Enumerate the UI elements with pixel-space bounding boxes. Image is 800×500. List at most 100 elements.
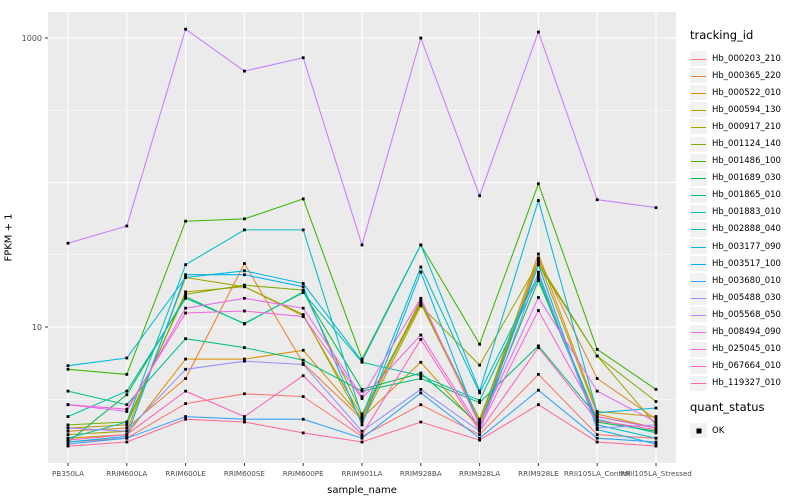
legend-entry-Hb_003177_090: Hb_003177_090 <box>690 238 800 255</box>
data-point <box>301 348 305 352</box>
data-point <box>66 415 70 418</box>
data-point <box>125 389 129 393</box>
legend-key-line <box>690 239 707 255</box>
x-tick-label: RRIM600LE <box>165 469 206 478</box>
data-point <box>125 393 129 397</box>
x-tick-label: RRII105LA_Control <box>564 469 631 478</box>
data-point <box>243 392 246 396</box>
data-point <box>360 387 364 391</box>
legend-key-point <box>690 423 707 439</box>
legend-entry-Hb_003517_100: Hb_003517_100 <box>690 255 800 272</box>
data-point <box>301 285 305 289</box>
data-point <box>537 279 540 282</box>
data-point <box>184 417 187 421</box>
legend-key-line <box>690 68 707 84</box>
data-point <box>301 374 305 378</box>
legend-key-line <box>690 119 707 135</box>
legend-entry-Hb_001486_100: Hb_001486_100 <box>690 153 800 170</box>
data-point <box>419 265 423 269</box>
data-point <box>243 283 246 287</box>
data-point <box>537 372 540 376</box>
data-point <box>537 344 540 348</box>
data-point <box>184 295 187 299</box>
data-point <box>243 346 246 350</box>
data-point <box>301 306 305 310</box>
data-point <box>478 391 481 395</box>
legend-key-line <box>690 341 707 357</box>
data-point <box>360 389 364 393</box>
data-point <box>419 387 423 391</box>
data-point <box>360 397 364 400</box>
data-point <box>478 401 481 404</box>
data-point <box>66 367 70 371</box>
data-point <box>654 428 658 431</box>
legend-label: Hb_003517_100 <box>712 258 781 269</box>
legend-key-line <box>690 85 707 101</box>
data-point <box>537 273 540 277</box>
legend-entry-Hb_008494_090: Hb_008494_090 <box>690 324 800 341</box>
data-point <box>419 300 423 303</box>
data-point <box>478 363 481 367</box>
data-point <box>537 30 540 34</box>
data-point <box>360 436 364 440</box>
legend-entry-quant-ok: OK <box>690 422 800 439</box>
data-point <box>125 429 129 433</box>
data-point <box>125 410 129 413</box>
data-point <box>537 346 540 350</box>
legend-entry-Hb_001124_140: Hb_001124_140 <box>690 135 800 152</box>
data-point <box>360 434 364 438</box>
data-point <box>595 423 599 427</box>
data-point <box>419 391 423 395</box>
x-tick-label: RRII105LA_Stressed <box>620 469 692 478</box>
data-point <box>243 357 246 361</box>
x-axis-title: sample_name <box>327 485 397 496</box>
data-point <box>419 374 423 378</box>
legend-label: Hb_000203_210 <box>712 53 781 64</box>
x-tick-label: RRIM600SE <box>224 469 266 478</box>
data-point <box>301 363 305 366</box>
data-point <box>419 243 423 247</box>
legend-key-line <box>690 375 707 391</box>
x-tick-label: RRIM928LE <box>518 469 559 478</box>
data-point <box>243 228 246 232</box>
data-point <box>125 423 129 427</box>
data-point <box>360 420 364 424</box>
data-point <box>478 389 481 393</box>
data-point <box>243 359 246 363</box>
legend-key-line <box>690 256 707 272</box>
legend-key-line <box>690 273 707 289</box>
data-point <box>66 426 70 430</box>
data-point <box>537 199 540 202</box>
data-point <box>243 420 246 424</box>
data-point <box>360 433 364 437</box>
legend-key-line <box>690 307 707 323</box>
data-point <box>184 377 187 380</box>
data-point <box>125 436 129 440</box>
data-point <box>478 433 481 437</box>
data-point <box>360 395 364 398</box>
data-point <box>419 338 423 341</box>
data-point <box>66 429 70 433</box>
x-tick-label: RRIM928BA <box>400 469 442 478</box>
data-point <box>595 415 599 418</box>
legend-entry-Hb_119327_010: Hb_119327_010 <box>690 375 800 392</box>
data-point <box>125 440 129 444</box>
data-point <box>654 442 658 446</box>
legend-label: Hb_001689_030 <box>712 173 781 184</box>
data-point <box>184 357 187 361</box>
data-point <box>184 311 187 315</box>
legend-entry-Hb_000365_220: Hb_000365_220 <box>690 67 800 84</box>
y-axis-title: FPKM + 1 <box>3 212 15 262</box>
data-point <box>654 206 658 210</box>
data-point <box>478 436 481 440</box>
data-point <box>478 399 481 402</box>
data-point <box>478 420 481 424</box>
data-point <box>243 262 246 265</box>
data-point <box>419 304 423 308</box>
data-point <box>537 276 540 279</box>
data-point <box>478 425 481 428</box>
data-point <box>537 258 540 262</box>
data-point <box>654 429 658 433</box>
legend-label: Hb_001486_100 <box>712 156 781 167</box>
